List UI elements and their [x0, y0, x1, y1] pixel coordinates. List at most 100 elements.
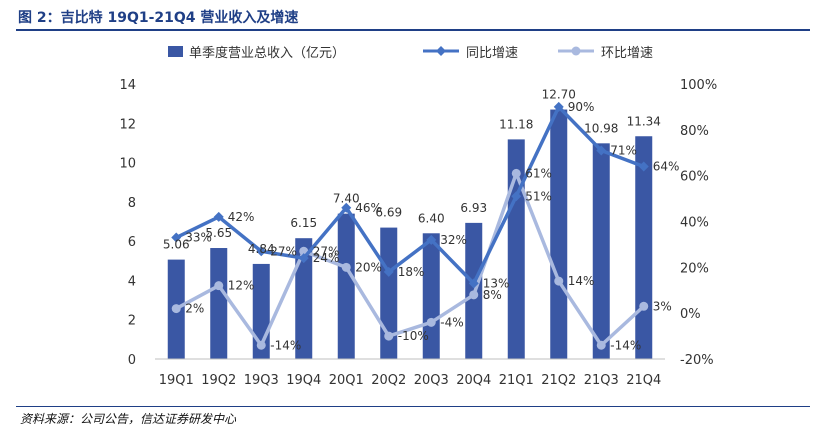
x-tick-label: 21Q1 — [499, 373, 534, 388]
left-tick-label: 2 — [128, 314, 136, 329]
bar-value-label: 7.40 — [333, 192, 360, 206]
bar — [337, 213, 355, 359]
bar — [295, 238, 313, 359]
combo-chart: 单季度营业总收入（亿元） 同比增速 环比增速 0 2 4 6 8 10 12 14 -20% 0% 2… — [119, 45, 717, 388]
bar — [635, 136, 653, 359]
title-bar: 图 2：吉比特 19Q1-21Q4 营业收入及增速 — [16, 4, 810, 31]
yoy-value-label: 18% — [398, 265, 425, 279]
bar-value-label: 11.18 — [499, 117, 533, 131]
qoq-point — [341, 262, 351, 272]
yoy-value-label: 90% — [568, 100, 595, 114]
yoy-value-label: 46% — [355, 201, 382, 215]
qoq-point — [384, 331, 394, 341]
yoy-point — [383, 266, 394, 277]
bar-value-label: 6.15 — [290, 216, 317, 230]
qoq-value-label: -4% — [440, 315, 463, 329]
x-tick-label: 19Q1 — [159, 373, 194, 388]
bar — [550, 109, 568, 360]
bar — [507, 139, 525, 359]
data-labels: 5.06 5.65 4.84 6.15 7.40 6.69 6.40 6.93 11.18 12.… — [163, 88, 680, 353]
qoq-point — [554, 276, 564, 286]
x-tick-label: 21Q4 — [626, 373, 661, 388]
bar-value-label: 4.84 — [248, 242, 275, 256]
yoy-value-label: 32% — [440, 233, 467, 247]
left-tick-label: 0 — [128, 353, 136, 368]
qoq-value-label: 12% — [228, 279, 255, 293]
left-axis: 0 2 4 6 8 10 12 14 — [119, 78, 136, 368]
x-tick-label: 19Q3 — [244, 373, 279, 388]
right-tick-label: 40% — [680, 216, 709, 231]
yoy-point — [468, 278, 479, 289]
x-tick-label: 20Q1 — [329, 373, 364, 388]
right-tick-label: 100% — [680, 78, 717, 93]
qoq-point — [256, 340, 266, 350]
x-tick-label: 20Q2 — [371, 373, 406, 388]
right-tick-label: 0% — [680, 307, 701, 322]
qoq-value-label: 61% — [525, 166, 552, 180]
yoy-value-label: 24% — [313, 251, 340, 265]
chart-title: 图 2：吉比特 19Q1-21Q4 营业收入及增速 — [18, 10, 299, 26]
qoq-value-label: -14% — [610, 338, 641, 352]
qoq-point — [214, 281, 224, 291]
left-tick-label: 14 — [119, 78, 136, 93]
qoq-line — [175, 171, 645, 347]
x-tick-label: 21Q3 — [584, 373, 619, 388]
yoy-point — [553, 101, 564, 112]
qoq-point — [426, 317, 436, 327]
yoy-value-label: 33% — [185, 231, 212, 245]
qoq-value-label: -14% — [270, 338, 301, 352]
yoy-value-label: 64% — [653, 160, 680, 174]
bar-value-label: 6.40 — [418, 211, 445, 225]
left-tick-label: 4 — [128, 274, 136, 289]
bar-value-label: 6.69 — [375, 206, 402, 220]
qoq-value-label: 2% — [185, 302, 204, 316]
bar-value-label: 6.93 — [460, 201, 487, 215]
yoy-point — [213, 211, 224, 222]
yoy-point — [638, 161, 649, 172]
x-tick-label: 20Q3 — [414, 373, 449, 388]
line-series — [171, 101, 649, 350]
x-tick-label: 19Q4 — [286, 373, 321, 388]
yoy-value-label: 13% — [483, 276, 510, 290]
yoy-value-label: 51% — [525, 189, 552, 203]
yoy-value-label: 42% — [228, 210, 255, 224]
yoy-point — [298, 253, 309, 264]
right-tick-label: -20% — [680, 353, 714, 368]
legend: 单季度营业总收入（亿元） 同比增速 环比增速 — [168, 45, 653, 61]
legend-label-bar: 单季度营业总收入（亿元） — [189, 45, 345, 61]
qoq-value-label: 3% — [653, 299, 672, 313]
qoq-point — [511, 168, 521, 178]
x-axis: 19Q1 19Q2 19Q3 19Q4 20Q1 20Q2 20Q3 20Q4 21Q1 21Q2… — [155, 358, 665, 388]
qoq-value-label: 14% — [568, 274, 595, 288]
bar-value-label: 10.98 — [584, 121, 618, 135]
bar — [210, 248, 228, 359]
qoq-value-label: 27% — [313, 244, 340, 258]
x-tick-label: 19Q2 — [201, 373, 236, 388]
yoy-point — [171, 232, 182, 243]
bar — [592, 143, 610, 359]
left-tick-label: 10 — [119, 157, 136, 172]
legend-swatch-bar — [168, 46, 183, 57]
qoq-point — [639, 301, 649, 311]
yoy-point — [341, 202, 352, 213]
bar — [422, 233, 440, 359]
qoq-value-label: 8% — [483, 288, 502, 302]
yoy-value-label: 71% — [610, 143, 637, 157]
right-axis: -20% 0% 20% 40% 60% 80% 100% — [680, 78, 717, 368]
bar-value-label: 5.06 — [163, 238, 190, 252]
right-tick-label: 80% — [680, 124, 709, 139]
x-tick-label: 21Q2 — [541, 373, 576, 388]
right-tick-label: 60% — [680, 170, 709, 185]
legend-label-yoy: 同比增速 — [466, 46, 518, 61]
source-note: 资料来源：公司公告，信达证券研发中心 — [20, 412, 237, 426]
yoy-line — [175, 105, 645, 286]
qoq-point — [469, 290, 479, 300]
yoy-point — [426, 234, 437, 245]
left-tick-label: 8 — [128, 196, 136, 211]
legend-marker-yoy — [436, 46, 446, 56]
source-divider — [16, 406, 810, 407]
bar-value-label: 5.65 — [205, 226, 232, 240]
yoy-point — [596, 145, 607, 156]
qoq-point — [171, 304, 181, 314]
qoq-point — [596, 340, 606, 350]
